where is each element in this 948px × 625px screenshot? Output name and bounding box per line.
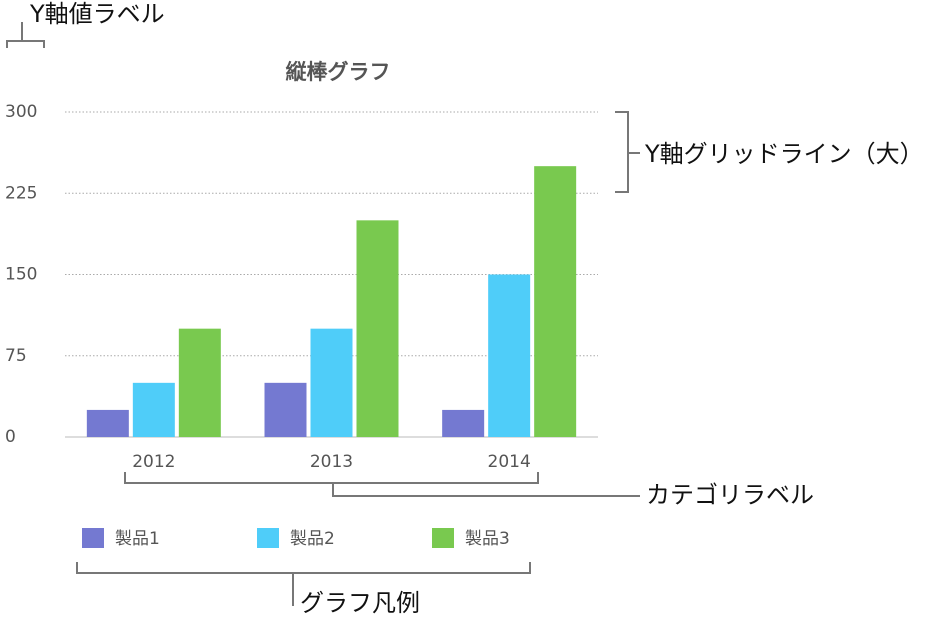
y-tick-label: 150 [5, 265, 37, 285]
bar [356, 220, 399, 437]
y-tick-label: 225 [5, 183, 37, 203]
x-tick-label: 2012 [132, 452, 175, 472]
legend-label: 製品1 [115, 529, 160, 549]
legend-swatch [82, 528, 104, 548]
y-tick-label: 300 [5, 102, 37, 122]
bracket [615, 111, 640, 193]
bar [264, 382, 307, 437]
y-tick-label: 75 [5, 346, 27, 366]
legend-swatch [257, 528, 279, 548]
annotation: Y軸グリッドライン（大） [644, 140, 924, 168]
bar [442, 409, 485, 437]
x-tick-label: 2014 [488, 452, 531, 472]
legend-label: 製品3 [465, 529, 510, 549]
x-tick-label: 2013 [310, 452, 353, 472]
annotation: グラフ凡例 [300, 589, 420, 617]
bar [178, 328, 221, 437]
bracket [6, 22, 45, 48]
annotation: Y軸値ラベル [29, 0, 165, 28]
legend-swatch [432, 528, 454, 548]
bar [488, 274, 531, 437]
bar [310, 328, 353, 437]
bracket [76, 562, 531, 606]
bracket [124, 472, 640, 497]
y-tick-label: 0 [5, 427, 16, 447]
bar [534, 166, 577, 437]
annotation: カテゴリラベル [646, 481, 814, 509]
annotation-brackets [6, 22, 640, 606]
bar [86, 409, 129, 437]
bar [132, 382, 175, 437]
chart-title: 縦棒グラフ [286, 60, 391, 84]
legend-label: 製品2 [290, 529, 335, 549]
